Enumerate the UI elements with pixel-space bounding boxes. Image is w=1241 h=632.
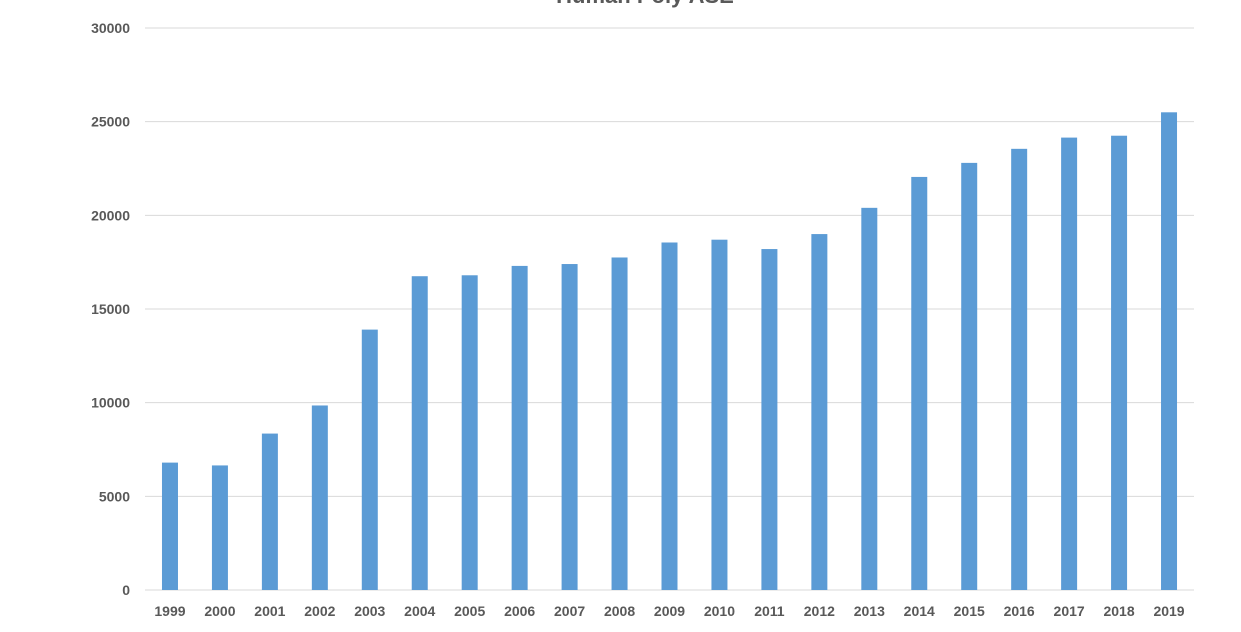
x-tick-label: 2018: [1103, 603, 1134, 619]
x-tick-label: 2009: [654, 603, 685, 619]
bar-2010: [711, 239, 728, 591]
x-tick-label: 2007: [554, 603, 585, 619]
x-tick-label: 2019: [1153, 603, 1184, 619]
bar-2002: [311, 405, 328, 590]
y-axis-tick-labels: 0 5000 10000 15000 20000 25000 30000: [91, 20, 130, 598]
y-tick-label: 20000: [91, 207, 130, 223]
x-tick-label: 2016: [1004, 603, 1035, 619]
y-tick-label: 10000: [91, 395, 130, 411]
x-tick-label: 2003: [354, 603, 385, 619]
x-tick-label: 2011: [754, 603, 785, 619]
x-tick-label: 2017: [1054, 603, 1085, 619]
bar-2008: [611, 257, 628, 590]
y-tick-label: 30000: [91, 20, 130, 36]
bar-1999: [161, 462, 178, 590]
bar-2015: [961, 162, 978, 590]
x-tick-label: 2001: [254, 603, 285, 619]
x-tick-label: 1999: [154, 603, 185, 619]
bar-2003: [361, 329, 378, 590]
x-tick-label: 2014: [904, 603, 935, 619]
y-tick-label: 5000: [99, 488, 130, 504]
x-tick-label: 2012: [804, 603, 835, 619]
bar-2013: [861, 207, 878, 590]
x-tick-label: 2010: [704, 603, 735, 619]
bar-2000: [211, 465, 228, 590]
bar-2005: [461, 275, 478, 590]
bar-2016: [1011, 148, 1028, 590]
bar-2011: [761, 249, 778, 590]
bar-2009: [661, 242, 678, 590]
x-tick-label: 2008: [604, 603, 635, 619]
bar-2019: [1161, 112, 1178, 591]
bar-2012: [811, 234, 828, 591]
bars: [161, 112, 1178, 591]
bar-2017: [1061, 137, 1078, 590]
bar-2006: [511, 265, 528, 590]
x-tick-label: 2015: [954, 603, 985, 619]
bar-2014: [911, 176, 928, 590]
x-tick-label: 2005: [454, 603, 485, 619]
x-tick-label: 2000: [204, 603, 235, 619]
x-tick-label: 2002: [304, 603, 335, 619]
bar-2001: [261, 433, 278, 590]
x-tick-label: 2006: [504, 603, 535, 619]
y-tick-label: 0: [122, 582, 130, 598]
x-axis-tick-labels: 1999 2000 2001 2002 2003 2004 2005 2006 2007 2008…: [154, 603, 1184, 619]
x-tick-label: 2004: [404, 603, 435, 619]
bar-2004: [411, 276, 428, 590]
x-tick-label: 2013: [854, 603, 885, 619]
y-tick-label: 25000: [91, 114, 130, 130]
bar-2018: [1111, 135, 1128, 590]
bar-2007: [561, 264, 578, 590]
chart-title: Human Poly ASE: [556, 0, 734, 8]
y-tick-label: 15000: [91, 301, 130, 317]
